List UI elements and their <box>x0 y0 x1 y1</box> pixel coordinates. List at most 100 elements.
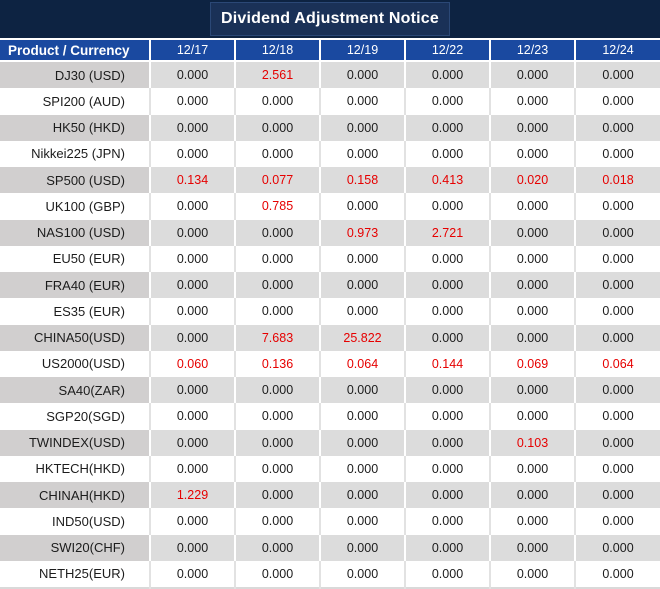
value-cell: 0.000 <box>235 377 321 404</box>
value-cell: 0.000 <box>490 219 576 246</box>
value-cell: 0.000 <box>405 61 491 89</box>
table-row: SA40(ZAR) 0.000 0.000 0.000 0.000 0.000 0.000 <box>0 377 660 404</box>
product-cell: TWINDEX(USD) <box>0 429 151 456</box>
value-cell: 0.000 <box>320 61 406 89</box>
value-cell-highlighted: 0.413 <box>405 167 491 194</box>
value-cell-highlighted: 0.069 <box>490 350 576 377</box>
title-box: Dividend Adjustment Notice <box>210 2 450 36</box>
value-cell: 0.000 <box>490 377 576 404</box>
product-cell: UK100 (GBP) <box>0 193 151 220</box>
value-cell: 0.000 <box>490 298 576 325</box>
value-cell: 0.000 <box>405 508 491 535</box>
table-row: SP500 (USD) 0.134 0.077 0.158 0.413 0.020 0.01… <box>0 167 660 194</box>
table-row: IND50(USD) 0.000 0.000 0.000 0.000 0.000 0.000 <box>0 508 660 535</box>
value-cell-highlighted: 0.785 <box>235 193 321 220</box>
page-title: Dividend Adjustment Notice <box>221 10 439 27</box>
value-cell: 0.000 <box>320 193 406 220</box>
value-cell: 0.000 <box>405 560 491 588</box>
value-cell-highlighted: 0.973 <box>320 219 406 246</box>
value-cell: 0.000 <box>320 272 406 299</box>
value-cell: 0.000 <box>575 61 660 89</box>
value-cell: 0.000 <box>150 298 236 325</box>
value-cell: 0.000 <box>575 508 660 535</box>
product-cell: HKTECH(HKD) <box>0 455 151 482</box>
value-cell-highlighted: 25.822 <box>320 324 406 351</box>
value-cell: 0.000 <box>150 88 236 115</box>
value-cell: 0.000 <box>235 114 321 141</box>
value-cell: 0.000 <box>150 114 236 141</box>
value-cell: 0.000 <box>150 140 236 167</box>
product-cell: SPI200 (AUD) <box>0 88 151 115</box>
column-header-date: 12/19 <box>320 40 406 62</box>
value-cell: 0.000 <box>235 298 321 325</box>
value-cell: 0.000 <box>405 298 491 325</box>
value-cell: 0.000 <box>405 482 491 509</box>
title-bar: Dividend Adjustment Notice <box>0 0 660 40</box>
value-cell-highlighted: 0.134 <box>150 167 236 194</box>
value-cell: 0.000 <box>405 403 491 430</box>
value-cell: 0.000 <box>405 272 491 299</box>
value-cell: 0.000 <box>150 429 236 456</box>
product-cell: NAS100 (USD) <box>0 219 151 246</box>
table-row: HKTECH(HKD) 0.000 0.000 0.000 0.000 0.000 0.00… <box>0 455 660 482</box>
value-cell: 0.000 <box>575 482 660 509</box>
value-cell: 0.000 <box>490 88 576 115</box>
value-cell: 0.000 <box>320 88 406 115</box>
value-cell: 0.000 <box>320 140 406 167</box>
value-cell-highlighted: 2.561 <box>235 61 321 89</box>
value-cell-highlighted: 0.018 <box>575 167 660 194</box>
value-cell: 0.000 <box>575 245 660 272</box>
value-cell: 0.000 <box>490 324 576 351</box>
value-cell: 0.000 <box>235 245 321 272</box>
column-header-date: 12/24 <box>575 40 660 62</box>
value-cell: 0.000 <box>235 88 321 115</box>
header-row: Product / Currency 12/17 12/18 12/19 12/22 1… <box>0 40 660 62</box>
column-header-date: 12/17 <box>150 40 236 62</box>
value-cell: 0.000 <box>575 455 660 482</box>
value-cell: 0.000 <box>235 455 321 482</box>
table-row: HK50 (HKD) 0.000 0.000 0.000 0.000 0.000 0.000 <box>0 114 660 141</box>
product-cell: NETH25(EUR) <box>0 560 151 588</box>
value-cell-highlighted: 2.721 <box>405 219 491 246</box>
value-cell: 0.000 <box>490 140 576 167</box>
value-cell: 0.000 <box>320 429 406 456</box>
product-cell: SA40(ZAR) <box>0 377 151 404</box>
value-cell: 0.000 <box>235 560 321 588</box>
value-cell: 0.000 <box>320 298 406 325</box>
value-cell-highlighted: 0.136 <box>235 350 321 377</box>
value-cell: 0.000 <box>405 114 491 141</box>
product-cell: SP500 (USD) <box>0 167 151 194</box>
value-cell-highlighted: 0.103 <box>490 429 576 456</box>
value-cell: 0.000 <box>405 534 491 561</box>
value-cell: 0.000 <box>150 245 236 272</box>
column-header-date: 12/18 <box>235 40 321 62</box>
table-row: SPI200 (AUD) 0.000 0.000 0.000 0.000 0.000 0.0… <box>0 88 660 115</box>
value-cell: 0.000 <box>150 377 236 404</box>
dividend-table: Product / Currency 12/17 12/18 12/19 12/22 1… <box>0 40 660 589</box>
value-cell: 0.000 <box>320 560 406 588</box>
value-cell: 0.000 <box>320 534 406 561</box>
value-cell: 0.000 <box>575 324 660 351</box>
value-cell: 0.000 <box>575 560 660 588</box>
product-cell: IND50(USD) <box>0 508 151 535</box>
product-cell: SGP20(SGD) <box>0 403 151 430</box>
value-cell: 0.000 <box>575 377 660 404</box>
value-cell: 0.000 <box>150 560 236 588</box>
value-cell: 0.000 <box>320 403 406 430</box>
table-row: TWINDEX(USD) 0.000 0.000 0.000 0.000 0.103 0.0… <box>0 429 660 456</box>
value-cell: 0.000 <box>150 403 236 430</box>
table-row: FRA40 (EUR) 0.000 0.000 0.000 0.000 0.000 0.00… <box>0 272 660 299</box>
value-cell-highlighted: 0.077 <box>235 167 321 194</box>
value-cell: 0.000 <box>150 272 236 299</box>
table-row: CHINAH(HKD) 1.229 0.000 0.000 0.000 0.000 0.00… <box>0 482 660 509</box>
product-cell: US2000(USD) <box>0 350 151 377</box>
table-row: DJ30 (USD) 0.000 2.561 0.000 0.000 0.000 0.000 <box>0 61 660 89</box>
value-cell: 0.000 <box>235 429 321 456</box>
value-cell: 0.000 <box>150 61 236 89</box>
value-cell: 0.000 <box>490 193 576 220</box>
table-row: SGP20(SGD) 0.000 0.000 0.000 0.000 0.000 0.000 <box>0 403 660 430</box>
product-cell: FRA40 (EUR) <box>0 272 151 299</box>
value-cell-highlighted: 0.158 <box>320 167 406 194</box>
value-cell: 0.000 <box>575 534 660 561</box>
